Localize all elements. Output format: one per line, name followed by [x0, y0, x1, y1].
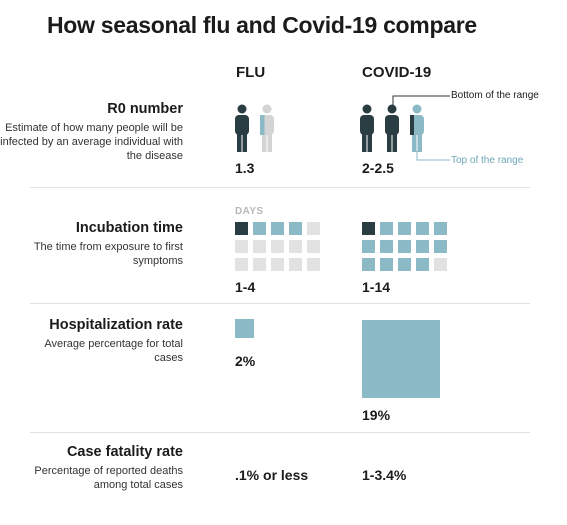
day-square [307, 258, 320, 271]
day-square [289, 222, 302, 235]
divider [30, 187, 530, 188]
day-square [307, 222, 320, 235]
column-header-flu: FLU [236, 64, 266, 81]
day-square [235, 240, 248, 253]
day-square [253, 240, 266, 253]
annotation-line-top [416, 151, 450, 161]
flu-fatality-value: .1% or less [235, 467, 309, 483]
covid-fatality-value: 1-3.4% [362, 467, 407, 483]
covid-hospitalization-square [362, 320, 440, 398]
day-square [289, 240, 302, 253]
day-square [434, 240, 447, 253]
day-square [380, 240, 393, 253]
day-square [307, 240, 320, 253]
covid-incubation-value: 1-14 [362, 279, 391, 295]
days-label: DAYS [235, 206, 264, 217]
day-square [253, 258, 266, 271]
annotation-top-of-range: Top of the range [451, 155, 524, 166]
day-square [362, 240, 375, 253]
covid-person-icon-3 [409, 104, 425, 152]
day-square [398, 258, 411, 271]
fatality-description: Percentage of reported deaths among tota… [34, 465, 183, 491]
covid-hospitalization-value: 19% [362, 407, 391, 423]
day-square [398, 240, 411, 253]
day-square [271, 258, 284, 271]
covid-person-icon-2 [384, 104, 400, 152]
flu-incubation-value: 1-4 [235, 279, 256, 295]
day-square [380, 222, 393, 235]
column-header-covid: COVID-19 [362, 64, 432, 81]
covid-person-icon-1 [359, 104, 375, 152]
annotation-line-bottom [392, 95, 450, 105]
covid-incubation-grid [362, 222, 447, 271]
hospitalization-description: Average percentage for total cases [44, 338, 183, 364]
day-square [271, 222, 284, 235]
flu-hospitalization-square [235, 319, 254, 338]
flu-r0-value: 1.3 [235, 160, 255, 176]
day-square [235, 222, 248, 235]
day-square [416, 240, 429, 253]
day-square [434, 222, 447, 235]
day-square [434, 258, 447, 271]
page-title: How seasonal flu and Covid-19 compare [47, 12, 477, 38]
day-square [235, 258, 248, 271]
day-square [398, 222, 411, 235]
r0-description: Estimate of how many people will be infe… [0, 122, 183, 162]
fatality-title: Case fatality rate [66, 444, 183, 460]
day-square [362, 222, 375, 235]
day-square [380, 258, 393, 271]
hospitalization-title: Hospitalization rate [49, 317, 183, 333]
flu-hospitalization-value: 2% [235, 353, 256, 369]
day-square [289, 258, 302, 271]
day-square [416, 222, 429, 235]
incubation-title: Incubation time [75, 220, 183, 236]
day-square [271, 240, 284, 253]
flu-person-icon-2 [259, 104, 275, 152]
flu-incubation-grid [235, 222, 320, 271]
divider [30, 303, 530, 304]
r0-title: R0 number [107, 101, 183, 117]
flu-person-icon-1 [234, 104, 250, 152]
day-square [362, 258, 375, 271]
day-square [416, 258, 429, 271]
annotation-bottom-of-range: Bottom of the range [451, 90, 539, 101]
day-square [253, 222, 266, 235]
covid-r0-value: 2-2.5 [362, 160, 394, 176]
divider [30, 432, 530, 433]
incubation-description: The time from exposure to first symptoms [33, 241, 183, 267]
